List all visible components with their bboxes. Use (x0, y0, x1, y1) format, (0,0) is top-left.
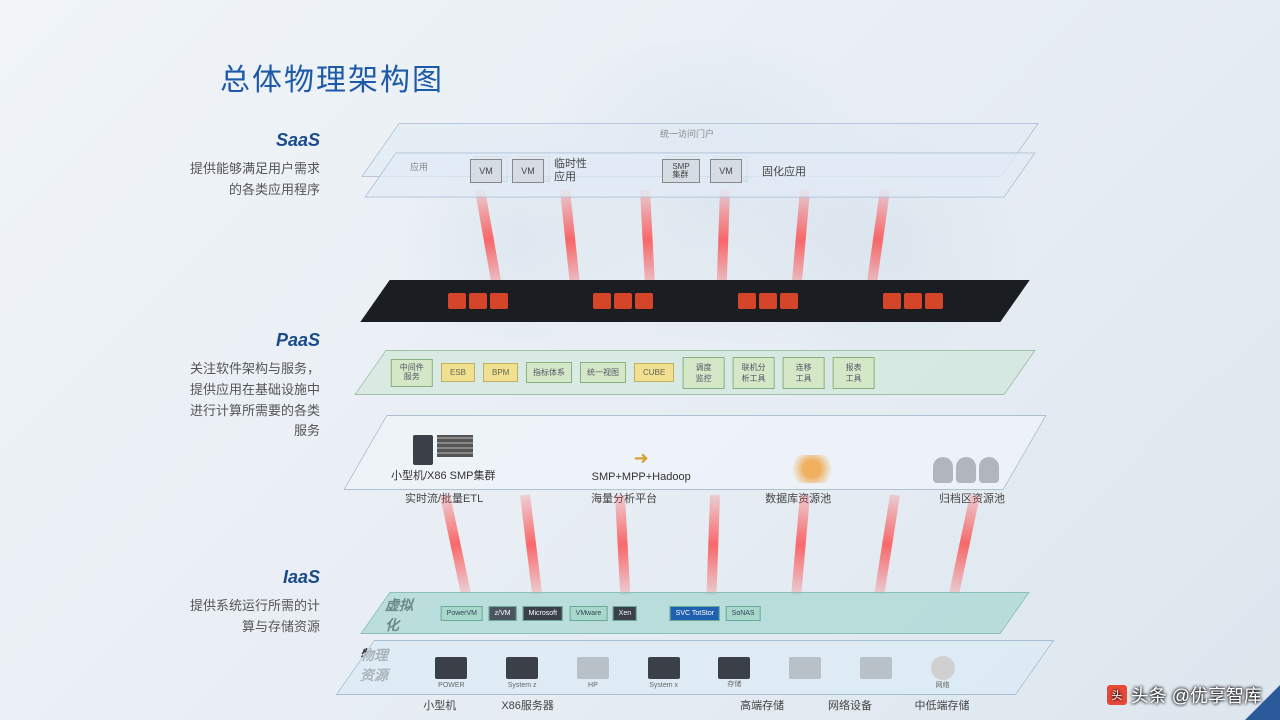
server-icon (413, 435, 433, 465)
beam (440, 494, 471, 594)
cylinder-icon (956, 457, 976, 483)
hp-icon: HP (577, 657, 609, 679)
mw-item: 联机分 析工具 (733, 357, 775, 389)
beam (791, 495, 810, 595)
iaas-side: IaaS 提供系统运行所需的计算与存储资源 (180, 567, 320, 638)
virt-item: SVC TotStor (670, 606, 720, 621)
cylinder-icon (979, 457, 999, 483)
power-icon: POWER (435, 657, 467, 679)
watermark: 头 头条 @优享智库 (1107, 682, 1262, 708)
saas-apps: VM VM 临时性 应用 SMP 集群 VM 固化应用 (470, 158, 806, 184)
systemx-icon: System x (648, 657, 680, 679)
compute-col-4 (933, 457, 999, 483)
corner-fold (1245, 685, 1280, 720)
paas-hdr: PaaS (180, 330, 320, 351)
virt-layer: PowerVM z/VM Microsoft VMware Xen SVC To… (360, 592, 1029, 634)
virt-item: PowerVM (441, 606, 483, 621)
saas-desc: 提供能够满足用户需求的各类应用程序 (180, 159, 320, 201)
beam (707, 495, 720, 595)
virt-item: Xen (613, 606, 637, 621)
watermark-icon: 头 (1107, 685, 1127, 705)
vm-box: VM (512, 159, 544, 183)
systemz-icon: System z (506, 657, 538, 679)
mw-item: 连移 工具 (783, 357, 825, 389)
paas-desc: 关注软件架构与服务，提供应用在基础设施中进行计算所需要的各类服务 (180, 359, 320, 442)
vm-box: VM (470, 159, 502, 183)
net-icon (789, 657, 821, 679)
fixed-app-label: 固化应用 (762, 163, 806, 179)
beam (615, 495, 630, 595)
phys-sublabels: 小型机 X86服务器 高端存储 网络设备 中低端存储 (415, 697, 975, 713)
mw-item: 统一视图 (580, 362, 626, 383)
iaas-hdr: IaaS (180, 567, 320, 588)
smp-box: SMP 集群 (662, 159, 700, 183)
mw-item: 调度 监控 (683, 357, 725, 389)
virt-item: z/VM (489, 606, 517, 621)
red-grp (448, 293, 508, 309)
temp-app-label: 临时性 应用 (554, 158, 587, 184)
rack-icon (437, 435, 473, 457)
compute-col-2: ➜ SMP+MPP+Hadoop (592, 448, 691, 483)
mw-item: 指标体系 (526, 362, 572, 383)
virt-item: Microsoft (523, 606, 563, 621)
beam (520, 494, 542, 594)
mw-item: 报表 工具 (833, 357, 875, 389)
cylinder-icon (933, 457, 953, 483)
virt-item: VMware (570, 606, 608, 621)
hadoop-icon (787, 455, 837, 483)
saas-side: SaaS 提供能够满足用户需求的各类应用程序 (180, 130, 320, 201)
saas-portal-label: 统一访问门户 (660, 127, 714, 140)
saas-app-side: 应用 (410, 160, 428, 173)
virt-item: SoNAS (726, 606, 761, 621)
compute-col-3 (787, 455, 837, 483)
compute-col-1: 小型机/X86 SMP集群 (391, 435, 496, 483)
phys-layer: POWER System z HP System x 存储 网络 (336, 640, 1055, 695)
page-title: 总体物理架构图 (220, 55, 444, 99)
red-grp (593, 293, 653, 309)
beam (949, 494, 980, 594)
middleware-layer: 中间件 服务 ESB BPM 指标体系 统一视图 CUBE 调度 监控 联机分 … (354, 350, 1036, 395)
mw-side: 中间件 服务 (391, 359, 433, 387)
beam (874, 494, 900, 594)
compute-layer: 小型机/X86 SMP集群 ➜ SMP+MPP+Hadoop (343, 415, 1046, 490)
dark-server-layer (360, 280, 1029, 322)
iaas-desc: 提供系统运行所需的计算与存储资源 (180, 596, 320, 638)
red-grp (738, 293, 798, 309)
red-grp (883, 293, 943, 309)
vm-box: VM (710, 159, 742, 183)
mw-item: CUBE (634, 363, 674, 382)
compute-sublabels: 实时流/批量ETL 海量分析平台 数据库资源池 归档区资源池 (405, 490, 1005, 506)
paas-side: PaaS 关注软件架构与服务，提供应用在基础设施中进行计算所需要的各类服务 (180, 330, 320, 442)
mw-item: ESB (441, 363, 475, 382)
mw-item: BPM (483, 363, 518, 382)
mid-storage-icon (860, 657, 892, 679)
saas-hdr: SaaS (180, 130, 320, 151)
storage-icon: 存储 (718, 657, 750, 679)
disk-icon: 网络 (931, 656, 955, 680)
